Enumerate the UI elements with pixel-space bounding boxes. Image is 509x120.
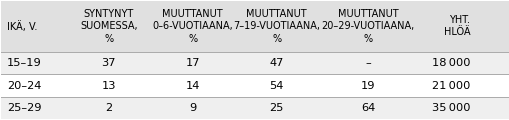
Bar bbox=[1, 1, 508, 52]
Text: 25: 25 bbox=[269, 103, 283, 113]
Text: 2: 2 bbox=[105, 103, 112, 113]
Text: 25–29: 25–29 bbox=[7, 103, 41, 113]
Text: 47: 47 bbox=[269, 58, 283, 68]
Text: YHT.
HLÖÄ: YHT. HLÖÄ bbox=[443, 15, 469, 37]
Text: 18 000: 18 000 bbox=[431, 58, 469, 68]
Text: 21 000: 21 000 bbox=[431, 81, 469, 91]
Text: 35 000: 35 000 bbox=[431, 103, 469, 113]
Text: 54: 54 bbox=[269, 81, 283, 91]
Text: MUUTTANUT
20–29-VUOTIAANA,
%: MUUTTANUT 20–29-VUOTIAANA, % bbox=[321, 9, 414, 44]
Bar bbox=[1, 97, 508, 119]
Text: 64: 64 bbox=[360, 103, 375, 113]
Text: 19: 19 bbox=[360, 81, 375, 91]
Text: 14: 14 bbox=[185, 81, 200, 91]
Text: –: – bbox=[364, 58, 371, 68]
Text: MUUTTANUT
7–19-VUOTIAANA,
%: MUUTTANUT 7–19-VUOTIAANA, % bbox=[233, 9, 320, 44]
Bar bbox=[1, 74, 508, 97]
Text: MUUTTANUT
0–6-VUOTIAANA,
%: MUUTTANUT 0–6-VUOTIAANA, % bbox=[152, 9, 233, 44]
Text: 20–24: 20–24 bbox=[7, 81, 41, 91]
Bar bbox=[1, 52, 508, 74]
Text: 13: 13 bbox=[101, 81, 116, 91]
Text: SYNTYNYT
SUOMESSA,
%: SYNTYNYT SUOMESSA, % bbox=[80, 9, 137, 44]
Text: IKÄ, V.: IKÄ, V. bbox=[7, 21, 37, 32]
Text: 37: 37 bbox=[101, 58, 116, 68]
Text: 15–19: 15–19 bbox=[7, 58, 41, 68]
Text: 17: 17 bbox=[185, 58, 200, 68]
Text: 9: 9 bbox=[189, 103, 196, 113]
